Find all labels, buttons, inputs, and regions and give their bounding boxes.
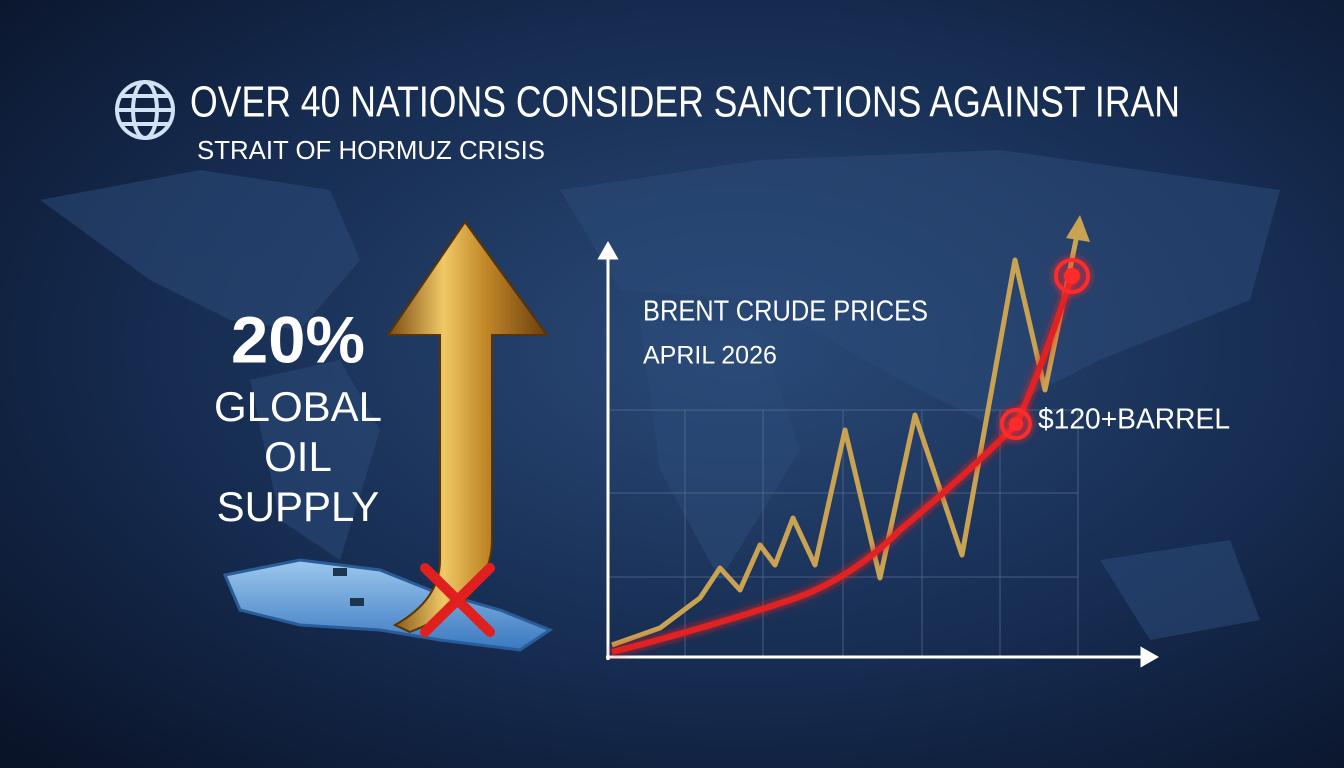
- stat-line: OIL: [264, 433, 332, 480]
- chart-title: BRENT CRUDE PRICES: [643, 296, 928, 328]
- stat-value: 20%: [231, 302, 365, 376]
- red-x: [420, 563, 495, 637]
- chart-subtitle: APRIL 2026: [643, 342, 777, 370]
- globe-icon: [115, 80, 175, 140]
- trend-line: [611, 274, 1075, 655]
- markers: [1000, 258, 1090, 440]
- line-arrow: [1066, 215, 1090, 242]
- subtitle: STRAIT OF HORMUZ CRISIS: [197, 135, 545, 165]
- price-chart: BRENT CRUDE PRICES APRIL 2026 $120+BARRE…: [597, 215, 1230, 668]
- stat-line: GLOBAL: [214, 383, 382, 430]
- volatility-line: [611, 234, 1080, 648]
- strait-map: [222, 558, 554, 652]
- world-map: [40, 150, 1280, 640]
- ships: [333, 568, 364, 606]
- price-annotation: $120+BARREL: [1038, 404, 1230, 436]
- stat-line: SUPPLY: [217, 483, 380, 530]
- grid: [608, 409, 1079, 657]
- axes: [597, 240, 1160, 668]
- title: OVER 40 NATIONS CONSIDER SANCTIONS AGAIN…: [190, 78, 1180, 127]
